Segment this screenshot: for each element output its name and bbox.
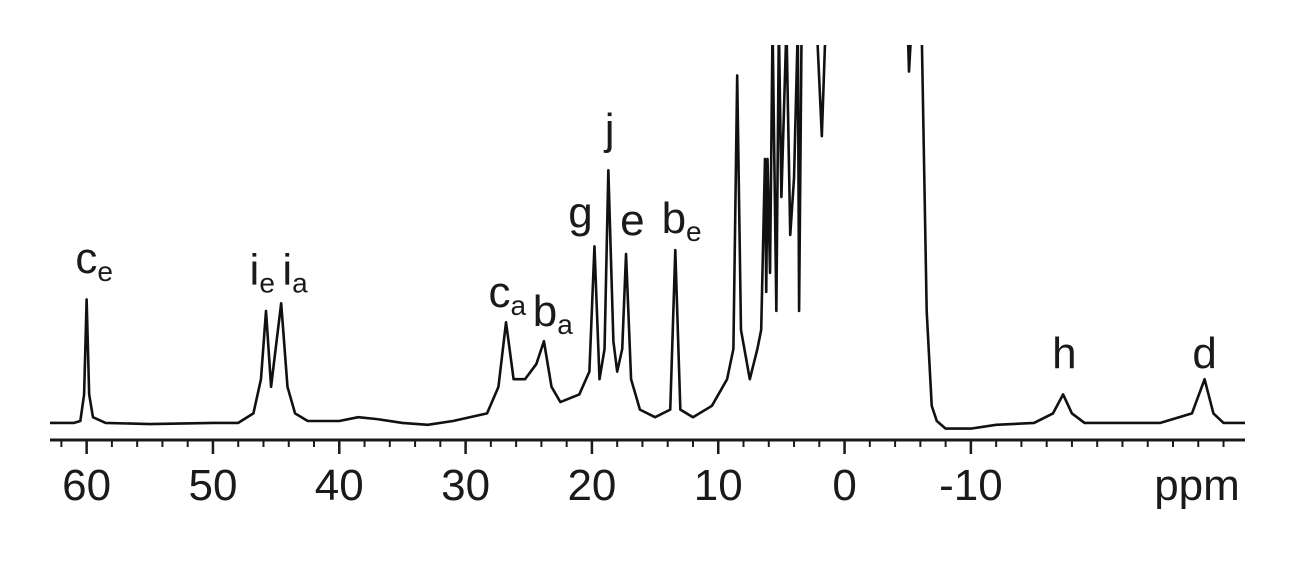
x-tick-label: 20 — [567, 461, 616, 510]
peak-label: h — [1052, 329, 1076, 378]
x-tick-label: -10 — [939, 461, 1003, 510]
peak-label-sub: a — [510, 290, 526, 321]
peak-label: ce — [75, 234, 113, 287]
peak-label-text: h — [1052, 329, 1076, 378]
x-axis-label: ppm — [1154, 461, 1240, 510]
peak-label: d — [1192, 329, 1216, 378]
peak-label-text: b — [533, 287, 557, 336]
peak-label: ca — [488, 268, 526, 321]
peak-label-sub: e — [259, 267, 275, 298]
peak-label-text: i — [250, 245, 260, 294]
peak-label-text: b — [662, 194, 686, 243]
x-tick-label: 10 — [694, 461, 743, 510]
peak-label-text: e — [620, 196, 644, 245]
peak-label: g — [568, 188, 592, 237]
peak-label: e — [620, 196, 644, 245]
peak-label-text: c — [488, 268, 510, 317]
peak-label-text: c — [75, 234, 97, 283]
peak-label: ba — [533, 287, 573, 340]
x-tick-label: 0 — [832, 461, 856, 510]
spectrum-line — [50, 45, 1245, 430]
x-tick-label: 60 — [62, 461, 111, 510]
peak-label-text: g — [568, 188, 592, 237]
x-tick-label: 40 — [315, 461, 364, 510]
peak-label-text: d — [1192, 329, 1216, 378]
peak-label: j — [603, 105, 615, 154]
peak-label-sub: a — [557, 309, 573, 340]
peak-label-text: j — [603, 105, 615, 154]
peak-label: be — [662, 194, 702, 247]
peak-label: ie — [250, 245, 275, 298]
peak-label-sub: e — [686, 216, 702, 247]
peak-label-sub: a — [292, 267, 308, 298]
x-tick-label: 30 — [441, 461, 490, 510]
x-tick-label: 50 — [188, 461, 237, 510]
peak-label: ia — [282, 245, 308, 298]
peak-label-text: i — [282, 245, 292, 294]
peak-label-sub: e — [97, 256, 113, 287]
